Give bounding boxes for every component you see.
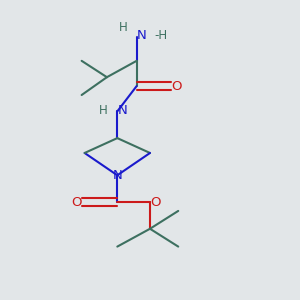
Text: O: O bbox=[71, 196, 82, 208]
Text: H: H bbox=[119, 21, 128, 34]
Text: N: N bbox=[136, 29, 146, 42]
Text: N: N bbox=[112, 169, 122, 182]
Text: N: N bbox=[118, 104, 128, 117]
Text: H: H bbox=[99, 104, 107, 117]
Text: O: O bbox=[150, 196, 160, 208]
Text: O: O bbox=[171, 80, 181, 93]
Text: -H: -H bbox=[154, 29, 168, 42]
